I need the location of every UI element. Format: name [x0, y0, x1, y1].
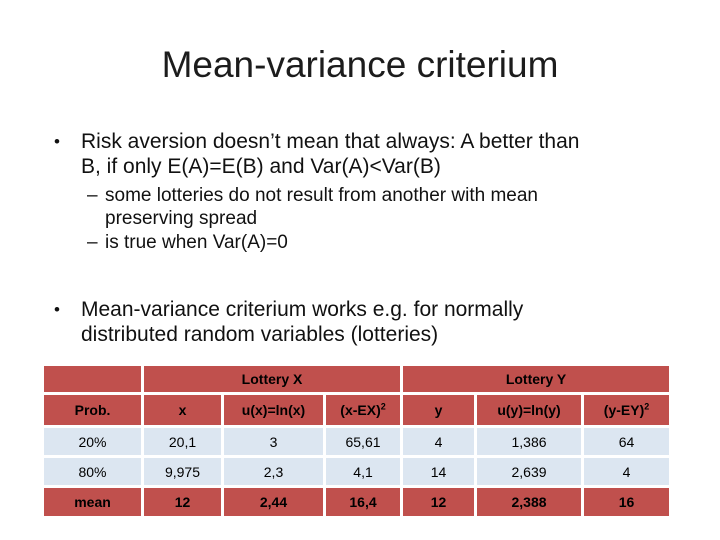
table-cell: 20% [44, 428, 141, 455]
table-cell: 16,4 [326, 488, 401, 516]
column-header-x: x [144, 395, 221, 425]
table-column-header-row: Prob. x u(x)=ln(x) (x-EX)2 y u(y)=ln(y) … [44, 395, 670, 425]
table-cell: 16 [584, 488, 670, 516]
table-cell: 2,639 [477, 458, 582, 485]
table-group-header-row: Lottery X Lottery Y [44, 366, 670, 392]
column-header-x-dev-sq: (x-EX)2 [326, 395, 401, 425]
table-cell: 2,44 [224, 488, 323, 516]
bullet-icon: • [54, 300, 60, 319]
table-cell: 14 [403, 458, 475, 485]
bullet-icon: • [54, 132, 60, 151]
table-cell: 4,1 [326, 458, 401, 485]
bullet-line: is true when Var(A)=0 [105, 232, 288, 253]
table-cell: 65,61 [326, 428, 401, 455]
sub-bullet-item-1: – some lotteries do not result from anot… [87, 184, 538, 230]
dash-icon: – [87, 185, 98, 206]
table-cell: 2,3 [224, 458, 323, 485]
bullet-line: distributed random variables (lotteries) [81, 323, 439, 346]
group-header-lottery-y: Lottery Y [403, 366, 670, 392]
bullet-line: Risk aversion doesn’t mean that always: … [81, 130, 580, 153]
table-row: 80% 9,975 2,3 4,1 14 2,639 4 [44, 458, 670, 485]
sub-bullet-text: some lotteries do not result from anothe… [105, 184, 538, 230]
table-mean-row: mean 12 2,44 16,4 12 2,388 16 [44, 488, 670, 516]
page-title: Mean-variance criterium [161, 44, 559, 85]
bullet-line: preserving spread [105, 208, 258, 229]
bullet-line: some lotteries do not result from anothe… [105, 185, 538, 206]
column-header-ux: u(x)=ln(x) [224, 395, 323, 425]
table-cell: 12 [144, 488, 221, 516]
sub-bullet-item-2: – is true when Var(A)=0 [87, 231, 288, 254]
column-header-y-dev-sq: (y-EY)2 [584, 395, 670, 425]
column-header-uy: u(y)=ln(y) [477, 395, 582, 425]
bullet-item-1: • Risk aversion doesn’t mean that always… [54, 129, 579, 179]
bullet-text: Risk aversion doesn’t mean that always: … [81, 129, 579, 179]
table-cell: 1,386 [477, 428, 582, 455]
column-header-prob: Prob. [44, 395, 141, 425]
lottery-table: Lottery X Lottery Y Prob. x u(x)=ln(x) (… [41, 363, 673, 519]
dash-icon: – [87, 232, 98, 253]
table-cell: 64 [584, 428, 670, 455]
table-cell: 4 [403, 428, 475, 455]
sub-bullet-text: is true when Var(A)=0 [105, 231, 288, 254]
group-header-lottery-x: Lottery X [144, 366, 401, 392]
table-cell: 20,1 [144, 428, 221, 455]
bullet-line: Mean-variance criterium works e.g. for n… [81, 298, 524, 321]
table-cell: 2,388 [477, 488, 582, 516]
table-cell: 80% [44, 458, 141, 485]
table-cell: 9,975 [144, 458, 221, 485]
table-cell: mean [44, 488, 141, 516]
table-row: 20% 20,1 3 65,61 4 1,386 64 [44, 428, 670, 455]
table-cell: 3 [224, 428, 323, 455]
bullet-line: B, if only E(A)=E(B) and Var(A)<Var(B) [81, 155, 441, 178]
table-cell: 4 [584, 458, 670, 485]
column-header-y: y [403, 395, 475, 425]
bullet-item-2: • Mean-variance criterium works e.g. for… [54, 297, 523, 347]
bullet-text: Mean-variance criterium works e.g. for n… [81, 297, 523, 347]
group-header-empty [44, 366, 141, 392]
table-cell: 12 [403, 488, 475, 516]
